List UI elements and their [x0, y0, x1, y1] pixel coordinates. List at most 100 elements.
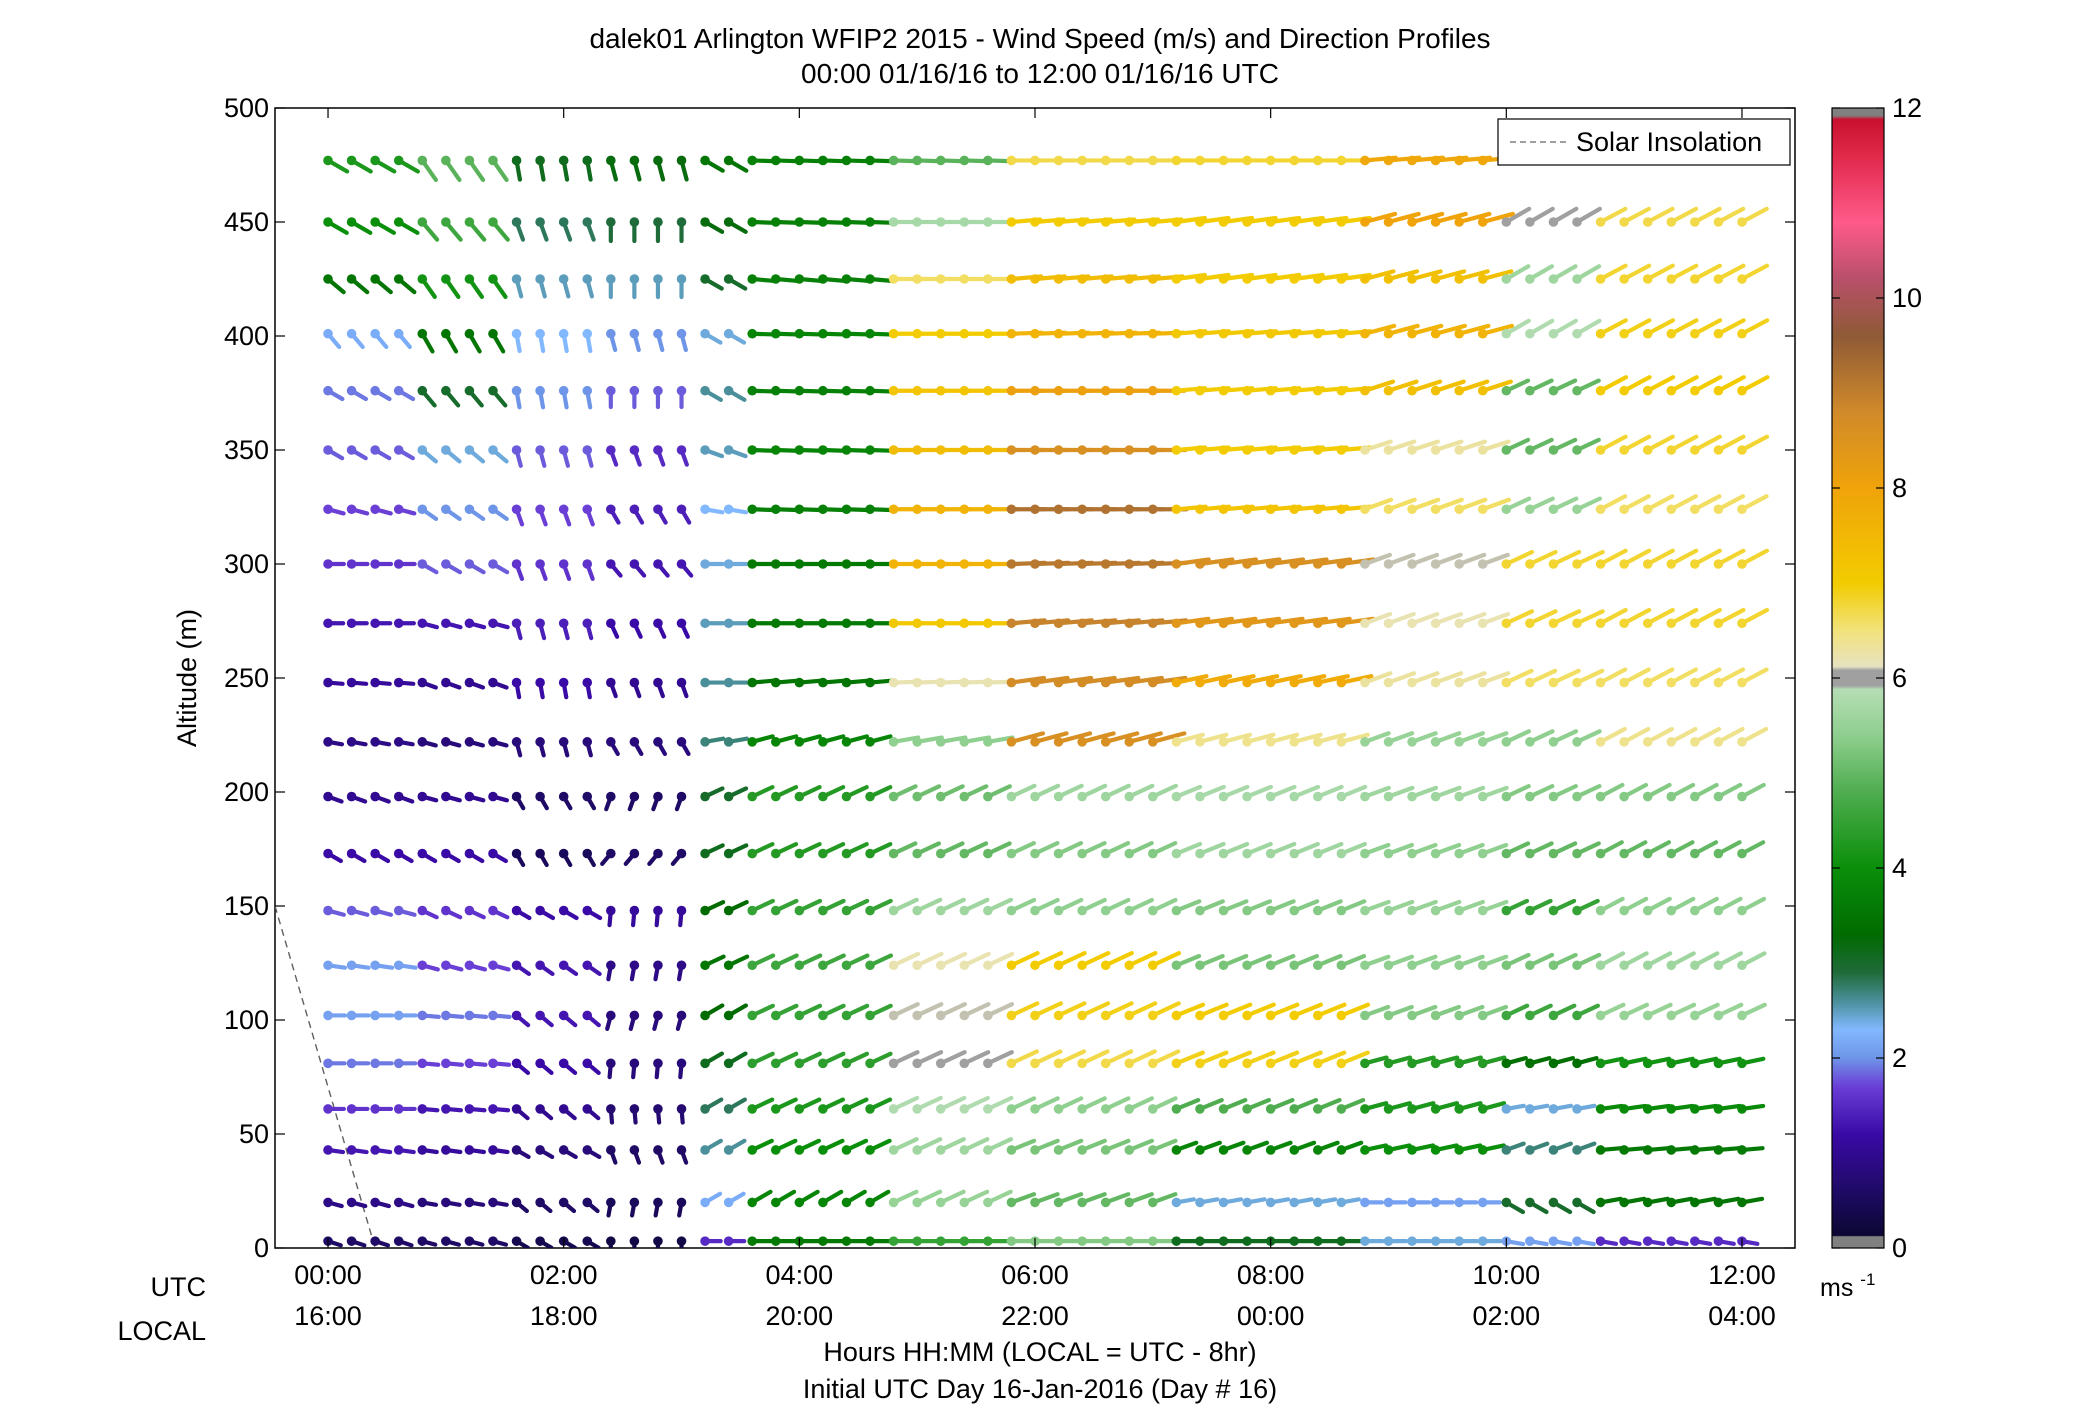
wind-barb-dot: [629, 504, 640, 515]
wind-barb-dot: [1218, 217, 1229, 227]
wind-barb-dot: [1124, 445, 1135, 455]
wind-barb-dot: [1430, 1236, 1441, 1246]
wind-barb-staff: [1339, 674, 1374, 685]
wind-barb-dot: [511, 559, 522, 569]
wind-barb-dot: [983, 274, 993, 284]
wind-barb-dot: [935, 559, 946, 569]
wind-barb-dot: [1430, 791, 1441, 802]
wind-barb-dot: [1312, 217, 1323, 227]
wind-barb-dot: [676, 1236, 687, 1246]
wind-barb-dot: [747, 559, 758, 569]
wind-barb-dot: [464, 848, 475, 859]
wind-barb-dot: [1642, 905, 1653, 916]
wind-barb-staff: [1080, 675, 1117, 685]
wind-barb-dot: [1053, 848, 1064, 859]
wind-barb-dot: [1242, 274, 1252, 284]
wind-barb-dot: [1053, 1104, 1064, 1114]
wind-barb-dot: [723, 1010, 734, 1021]
wind-barb-dot: [346, 618, 357, 629]
wind-barb-dot: [1501, 905, 1512, 916]
wind-barb-dot: [1289, 328, 1300, 339]
wind-barb-dot: [346, 217, 357, 227]
wind-barb-dot: [1666, 960, 1677, 971]
wind-barb-dot: [935, 737, 946, 747]
wind-barb-dot: [818, 737, 828, 747]
wind-barb-dot: [1030, 1010, 1040, 1021]
wind-barb-dot: [1289, 677, 1300, 688]
wind-barb-dot: [417, 791, 428, 802]
wind-barb-dot: [653, 1010, 663, 1021]
wind-barb-dot: [983, 905, 993, 916]
wind-barb-dot: [464, 905, 475, 916]
wind-barb-dot: [1053, 791, 1064, 802]
wind-barb-dot: [1619, 960, 1629, 971]
wind-barb-staff: [1268, 674, 1303, 685]
wind-barb-dot: [841, 791, 852, 802]
wind-barb-dot: [1360, 217, 1370, 227]
wind-barb-dot: [1265, 217, 1276, 227]
wind-barb-dot: [1289, 1197, 1300, 1208]
wind-barb-dot: [1171, 445, 1182, 455]
wind-barb-dot: [723, 1104, 734, 1114]
wind-barb-dot: [1737, 1145, 1747, 1155]
wind-barb-dot: [1477, 1010, 1488, 1021]
wind-barb-dot: [1501, 217, 1512, 227]
wind-barb-dot: [511, 791, 522, 802]
wind-barb-dot: [1595, 559, 1606, 569]
wind-barb-dot: [1265, 960, 1276, 971]
wind-barb-dot: [1666, 274, 1677, 284]
wind-barb-dot: [1666, 328, 1677, 339]
wind-barb-dot: [1030, 677, 1040, 688]
wind-barb-dot: [1360, 155, 1370, 166]
wind-barb-dot: [1289, 1236, 1300, 1246]
wind-barb-dot: [1737, 905, 1747, 916]
wind-barb-dot: [1713, 677, 1724, 688]
wind-barb-dot: [1242, 1145, 1252, 1155]
wind-barb-dot: [1195, 385, 1205, 396]
wind-barb-dot: [1548, 848, 1559, 859]
wind-barb-dot: [1501, 559, 1512, 569]
wind-barb-dot: [441, 1058, 451, 1069]
wind-barb-staff: [1127, 675, 1164, 685]
wind-barb-staff: [1362, 379, 1396, 393]
wind-barb-dot: [370, 677, 380, 688]
wind-barb-dot: [818, 1145, 828, 1155]
wind-barb-dot: [818, 155, 828, 166]
wind-barb-dot: [1289, 737, 1300, 747]
wind-barb-staff: [1174, 557, 1211, 567]
wind-barb-dot: [558, 1145, 569, 1155]
wind-barb-dot: [653, 328, 663, 339]
wind-barb-dot: [1407, 274, 1417, 284]
wind-barb-dot: [1407, 848, 1417, 859]
wind-barb-dot: [1713, 960, 1724, 971]
wind-barb-dot: [1713, 1145, 1724, 1155]
wind-barb-dot: [935, 328, 946, 339]
wind-barb-dot: [535, 848, 545, 859]
wind-barb-dot: [841, 1058, 852, 1069]
wind-barb-dot: [1124, 559, 1135, 569]
wind-barb-dot: [1053, 737, 1064, 747]
wind-barb-dot: [723, 504, 734, 515]
wind-barb-dot: [1242, 559, 1252, 569]
wind-barb-dot: [912, 274, 922, 284]
wind-barb-dot: [1525, 445, 1535, 455]
wind-barb-dot: [770, 737, 781, 747]
wind-barb-dot: [888, 155, 899, 166]
wind-barb-dot: [912, 905, 922, 916]
wind-barb-dot: [841, 1197, 852, 1208]
wind-barb-staff: [1315, 1002, 1347, 1018]
wind-barb-dot: [606, 1104, 616, 1114]
wind-barb-dot: [1171, 1145, 1182, 1155]
wind-barb-dot: [1407, 905, 1417, 916]
wind-barb-dot: [959, 618, 970, 629]
wind-barb-dot: [841, 445, 852, 455]
wind-barb-dot: [1218, 504, 1229, 515]
wind-barb-dot: [1477, 559, 1488, 569]
wind-barb-dot: [1053, 677, 1064, 688]
wind-barb-dot: [1642, 1145, 1653, 1155]
wind-barb-staff: [1150, 675, 1188, 685]
wind-barb-dot: [912, 385, 922, 396]
wind-barb-dot: [1124, 1236, 1135, 1246]
wind-barb-staff: [1457, 379, 1490, 393]
wind-barb-dot: [1312, 848, 1323, 859]
